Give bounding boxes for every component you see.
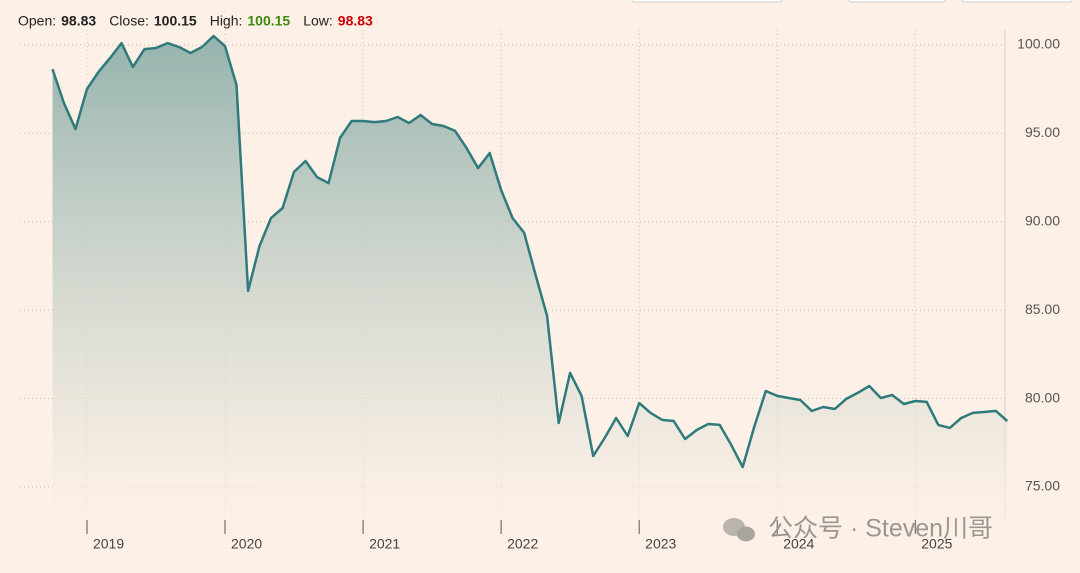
x-tick-label: 2020 xyxy=(231,536,262,552)
x-tick-label: 2024 xyxy=(783,536,814,552)
watermark: 公众号 · Steven川哥 xyxy=(768,515,993,543)
summary-value: 100.15 xyxy=(154,13,197,29)
summary-value: 98.83 xyxy=(61,13,96,29)
x-tick-label: 2022 xyxy=(507,536,538,552)
y-tick-label: 90.00 xyxy=(1025,212,1060,228)
toolbar-button[interactable] xyxy=(631,0,783,3)
toolbar-button[interactable] xyxy=(848,0,946,3)
area-fill xyxy=(52,36,1008,520)
ohlc-summary: Open: 98.83 Close: 100.15 High: 100.15 Low: 98.… xyxy=(18,13,373,29)
summary-value: 98.83 xyxy=(338,13,373,29)
price-line xyxy=(51,34,1009,469)
x-tick-label: 2023 xyxy=(645,536,676,552)
y-tick-label: 100.00 xyxy=(1017,36,1060,52)
summary-label: High: xyxy=(210,13,243,29)
watermark-icon xyxy=(723,518,755,542)
summary-label: Close: xyxy=(109,13,149,29)
summary-label: Low: xyxy=(303,13,333,29)
y-tick-label: 85.00 xyxy=(1025,301,1060,317)
summary-label: Open: xyxy=(18,13,56,29)
x-tick-label: 2021 xyxy=(369,536,400,552)
toolbar-button[interactable] xyxy=(961,0,1073,3)
y-tick-label: 75.00 xyxy=(1025,478,1060,494)
summary-value: 100.15 xyxy=(247,13,290,29)
y-tick-label: 95.00 xyxy=(1025,124,1060,140)
x-tick-label: 2025 xyxy=(921,536,952,552)
x-tick-label: 2019 xyxy=(93,536,124,552)
y-tick-label: 80.00 xyxy=(1025,389,1060,405)
plot-area: 75.00 80.00 85.00 90.00 95.00 100.00 2019 2020 2… xyxy=(20,30,1060,552)
